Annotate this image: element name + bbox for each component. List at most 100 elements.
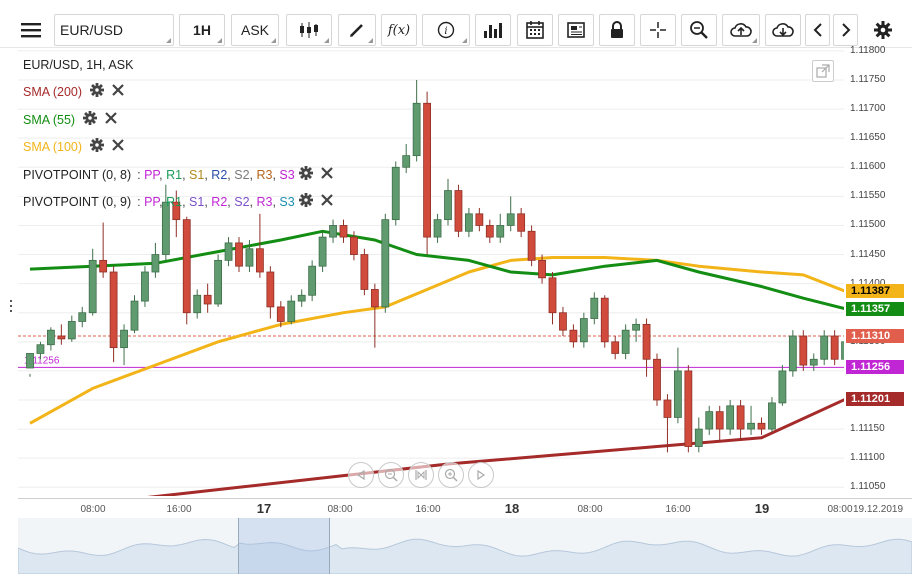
candle-body bbox=[99, 259, 108, 273]
candle-body bbox=[579, 318, 588, 343]
gear-icon[interactable] bbox=[90, 138, 105, 155]
candle-body bbox=[245, 248, 254, 267]
symbol-select[interactable]: EUR/USD bbox=[54, 14, 174, 46]
chart-type-button[interactable] bbox=[286, 14, 332, 46]
candle-body bbox=[674, 370, 682, 418]
panel-resize-handle[interactable] bbox=[8, 300, 14, 316]
legend-sma-100: SMA (100) bbox=[23, 138, 124, 155]
navigator-window[interactable] bbox=[238, 518, 330, 574]
load-cloud-button[interactable] bbox=[765, 14, 801, 46]
zoom-in-button[interactable] bbox=[438, 462, 464, 488]
navigator-area bbox=[18, 538, 912, 574]
chevron-right-icon bbox=[841, 23, 850, 37]
candle-body bbox=[402, 155, 411, 168]
date-tick-label: 18 bbox=[504, 501, 520, 516]
indicator-label: SMA (200) bbox=[23, 84, 83, 99]
candle-body bbox=[172, 201, 181, 221]
calendar-icon bbox=[526, 21, 544, 39]
time-tick-label: 08:00 bbox=[577, 504, 603, 515]
candle-body bbox=[109, 271, 118, 349]
calendar-button[interactable] bbox=[517, 14, 553, 46]
candle-body bbox=[57, 335, 66, 340]
candle-body bbox=[36, 344, 45, 354]
candles-icon bbox=[300, 22, 318, 38]
candle-body bbox=[308, 265, 317, 296]
candle-body bbox=[67, 321, 76, 340]
time-tick-label: 16:00 bbox=[415, 504, 441, 515]
close-icon[interactable] bbox=[105, 112, 117, 127]
price-tick-label: 1.11150 bbox=[850, 423, 885, 435]
pivot-level-label: , bbox=[227, 167, 235, 182]
crosshair-button[interactable] bbox=[640, 14, 676, 46]
expand-button[interactable] bbox=[812, 60, 834, 82]
scroll-left-button[interactable] bbox=[805, 14, 830, 46]
price-tick-label: 1.11700 bbox=[850, 103, 886, 115]
pivot-level-label: , bbox=[272, 194, 280, 209]
scroll-right-button[interactable] bbox=[833, 14, 858, 46]
candle-body bbox=[318, 236, 327, 267]
close-icon[interactable] bbox=[320, 167, 333, 182]
price-tick-label: 1.11650 bbox=[850, 132, 886, 144]
time-axis[interactable]: 08:00 16:00 17 08:00 16:00 18 08:00 16:00 19 08:0… bbox=[18, 498, 912, 518]
timeframe-select[interactable]: 1H bbox=[179, 14, 225, 46]
pivot-level-label: R1 bbox=[166, 167, 183, 182]
crosshair-icon bbox=[650, 22, 666, 38]
news-icon bbox=[567, 22, 585, 38]
function-button[interactable]: f(x) bbox=[381, 14, 417, 46]
candle-body bbox=[757, 422, 766, 430]
price-tick-label: 1.11100 bbox=[850, 452, 885, 464]
zoom-out-button[interactable] bbox=[378, 462, 404, 488]
candle-body bbox=[611, 341, 620, 354]
sma-100-line bbox=[29, 256, 844, 425]
price-axis[interactable]: 1.11800 1.11750 1.11700 1.11650 1.11600 1.115… bbox=[844, 45, 912, 496]
candle-body bbox=[235, 242, 243, 267]
candle-body bbox=[46, 329, 55, 346]
candle-body bbox=[559, 312, 567, 331]
time-tick-label: 16:00 bbox=[166, 504, 192, 515]
candle-body bbox=[548, 277, 557, 314]
candle-body bbox=[329, 225, 337, 238]
gear-icon[interactable] bbox=[298, 166, 313, 183]
time-tick-label: 08:00 bbox=[80, 504, 106, 515]
date-tick-label: 17 bbox=[256, 501, 272, 516]
candle-body bbox=[621, 329, 630, 354]
settings-button[interactable] bbox=[866, 14, 900, 46]
price-marker-badge: 1.11387 bbox=[846, 284, 904, 299]
navigator[interactable] bbox=[18, 518, 912, 574]
zoom-in-icon bbox=[444, 468, 458, 482]
lock-button[interactable] bbox=[599, 14, 635, 46]
candle-body bbox=[788, 335, 797, 372]
price-tick-label: 1.11450 bbox=[850, 248, 886, 260]
step-forward-button[interactable] bbox=[468, 462, 494, 488]
close-icon[interactable] bbox=[112, 139, 124, 154]
pivot-level-label: S3 bbox=[279, 194, 295, 209]
close-icon[interactable] bbox=[320, 194, 333, 209]
candle-body bbox=[464, 213, 473, 232]
price-type-select[interactable]: ASK bbox=[231, 14, 279, 46]
candle-body bbox=[632, 323, 640, 331]
draw-button[interactable] bbox=[338, 14, 376, 46]
candle-body bbox=[161, 201, 170, 255]
step-back-button[interactable] bbox=[348, 462, 374, 488]
candle-body bbox=[26, 353, 34, 369]
gear-icon[interactable] bbox=[90, 83, 105, 100]
close-icon[interactable] bbox=[112, 84, 124, 99]
function-icon: f(x) bbox=[387, 22, 411, 38]
candle-body bbox=[287, 300, 296, 322]
reset-view-button[interactable] bbox=[408, 462, 434, 488]
info-button[interactable]: i bbox=[422, 14, 470, 46]
legend-instrument: EUR/USD, 1H, ASK bbox=[23, 58, 133, 72]
gear-icon[interactable] bbox=[83, 111, 98, 128]
zoom-button[interactable] bbox=[681, 14, 717, 46]
price-chart[interactable]: 1.11256 bbox=[18, 48, 844, 496]
candle-body bbox=[684, 370, 693, 447]
save-cloud-button[interactable] bbox=[722, 14, 760, 46]
chart-area[interactable]: 1.11256 bbox=[18, 48, 844, 496]
price-marker-badge: 1.11201 bbox=[846, 392, 904, 407]
indicators-button[interactable] bbox=[475, 14, 511, 46]
menu-button[interactable] bbox=[14, 14, 48, 46]
price-tick-label: 1.11050 bbox=[850, 481, 886, 493]
news-button[interactable] bbox=[558, 14, 594, 46]
gear-icon[interactable] bbox=[298, 193, 313, 210]
pivot-level-label: , bbox=[272, 167, 280, 182]
